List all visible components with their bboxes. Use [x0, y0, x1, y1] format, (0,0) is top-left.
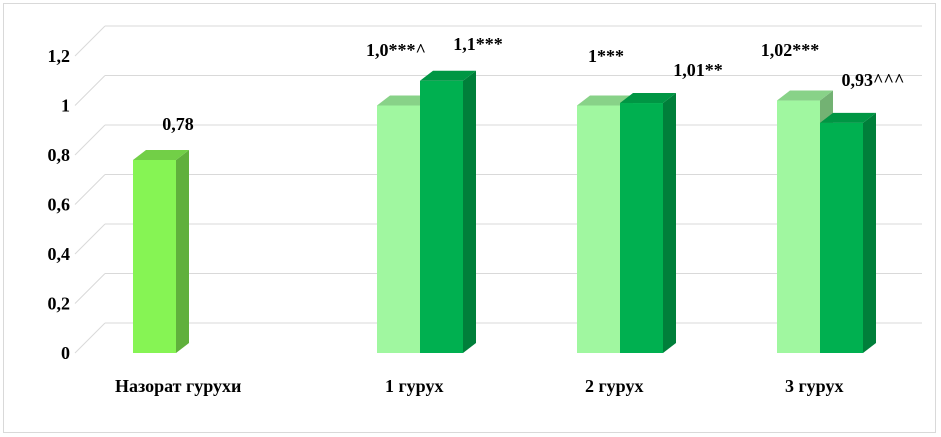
data-label: 1***	[588, 46, 624, 66]
bar	[777, 100, 820, 353]
gridline-diagonal	[74, 25, 106, 57]
bar	[577, 105, 620, 353]
bar-top	[420, 70, 476, 81]
data-label: 1,1***	[453, 34, 503, 54]
gridline-diagonal	[74, 223, 106, 255]
y-tick-label: 0,2	[48, 294, 71, 314]
bar	[133, 159, 176, 353]
bar	[420, 80, 463, 353]
data-label: 1,02***	[761, 40, 820, 60]
y-tick-label: 0,4	[48, 244, 71, 264]
bar-top	[133, 149, 189, 160]
bar-side	[463, 70, 476, 353]
y-tick-label: 1,2	[48, 46, 71, 66]
bar-top	[577, 95, 633, 106]
gridline-diagonal	[74, 75, 106, 106]
bar	[820, 122, 863, 353]
data-label: 0,93^^^	[842, 70, 905, 90]
bar-top	[820, 112, 876, 123]
bar-side	[176, 149, 189, 353]
bar	[377, 105, 420, 353]
data-label: 0,78	[162, 114, 194, 134]
x-tick-label: Назорат гурухи	[115, 376, 241, 396]
y-tick-label: 1	[61, 96, 70, 116]
bar-side	[863, 112, 876, 353]
gridline-diagonal	[74, 124, 106, 156]
x-tick-label: 3 гурух	[785, 376, 843, 396]
bar	[620, 103, 663, 354]
bar-side	[663, 93, 676, 354]
data-label: 1,01**	[673, 60, 723, 80]
data-label: 1,0***^	[366, 40, 426, 60]
bar-top	[377, 95, 433, 106]
bar-top	[620, 93, 676, 104]
gridline-diagonal	[74, 322, 106, 354]
bar-top	[777, 90, 833, 101]
x-tick-label: 2 гурух	[585, 376, 643, 396]
x-tick-label: 1 гурух	[385, 376, 443, 396]
y-tick-label: 0,8	[48, 145, 71, 165]
gridline-diagonal	[74, 174, 106, 205]
y-tick-label: 0	[61, 343, 70, 363]
gridline-diagonal	[74, 273, 106, 304]
y-tick-label: 0,6	[48, 195, 71, 215]
